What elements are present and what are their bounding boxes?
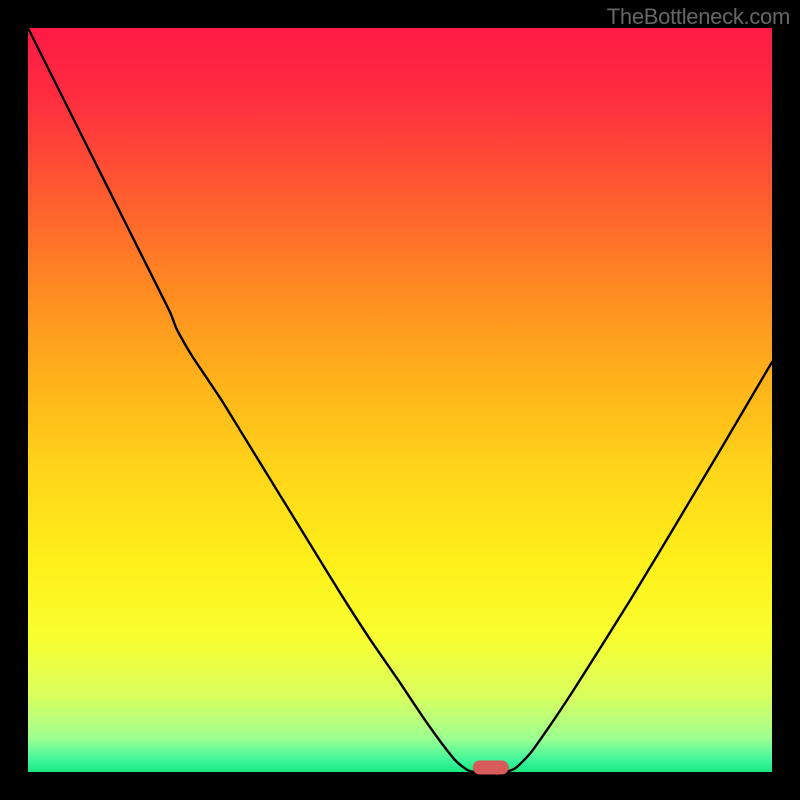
bottleneck-chart bbox=[0, 0, 800, 800]
chart-container: TheBottleneck.com bbox=[0, 0, 800, 800]
minimum-marker bbox=[473, 761, 509, 775]
watermark-text: TheBottleneck.com bbox=[607, 4, 790, 30]
gradient-background bbox=[28, 28, 772, 772]
